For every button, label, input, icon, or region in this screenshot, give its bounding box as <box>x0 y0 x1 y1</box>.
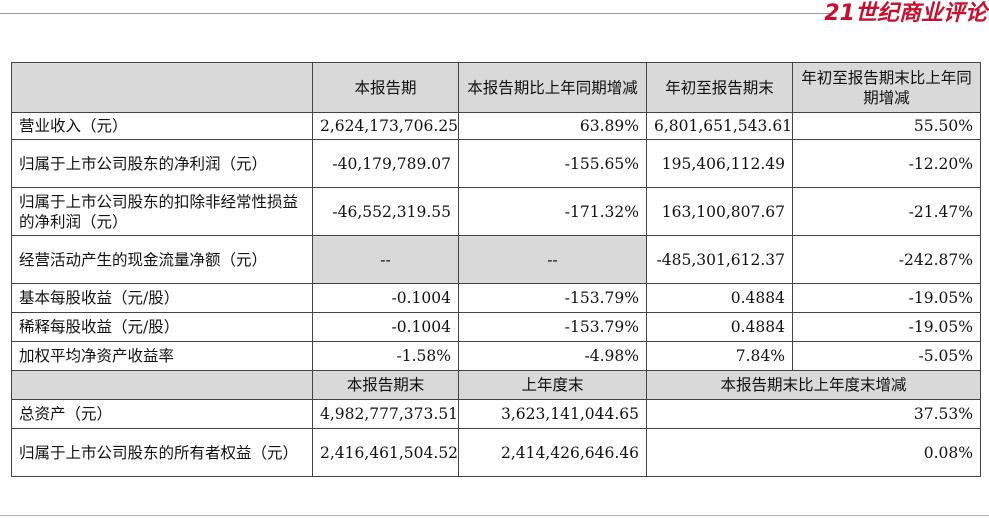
table-cell: -- <box>458 235 647 284</box>
brand-logo: 21世纪商业评论 <box>824 1 987 26</box>
row-label: 经营活动产生的现金流量净额（元） <box>11 235 313 284</box>
table-cell: 2,414,426,646.46 <box>458 428 647 477</box>
column-header: 本报告期 <box>312 62 459 113</box>
table-cell: 37.53% <box>646 399 981 429</box>
table-cell: -485,301,612.37 <box>646 235 793 284</box>
row-label: 总资产（元） <box>11 399 313 429</box>
table-cell: -21.47% <box>792 187 981 236</box>
table-row: 归属于上市公司股东的所有者权益（元） 2,416,461,504.52 2,41… <box>11 428 981 477</box>
column-header: 年初至报告期末 <box>646 62 793 113</box>
table-row: 总资产（元） 4,982,777,373.51 3,623,141,044.65… <box>11 399 981 429</box>
table-cell: -153.79% <box>458 283 647 313</box>
table-cell: 4,982,777,373.51 <box>312 399 459 429</box>
row-label: 归属于上市公司股东的所有者权益（元） <box>11 428 313 477</box>
column-header: 本报告期末比上年度末增减 <box>646 370 981 400</box>
table-cell: -1.58% <box>312 341 459 371</box>
table-row: 营业收入（元） 2,624,173,706.25 63.89% 6,801,65… <box>11 112 981 140</box>
table-cell: -12.20% <box>792 139 981 188</box>
table-cell: 0.08% <box>646 428 981 477</box>
table-cell: 0.4884 <box>646 312 793 342</box>
column-header: 上年度末 <box>458 370 647 400</box>
table-cell: -0.1004 <box>312 312 459 342</box>
table-cell: -155.65% <box>458 139 647 188</box>
table-cell: -5.05% <box>792 341 981 371</box>
row-label: 归属于上市公司股东的扣除非经常性损益的净利润（元） <box>11 187 313 236</box>
row-label: 基本每股收益（元/股） <box>11 283 313 313</box>
table-cell: -171.32% <box>458 187 647 236</box>
column-header: 年初至报告期末比上年同期增减 <box>792 62 981 113</box>
table-row: 经营活动产生的现金流量净额（元） -- -- -485,301,612.37 -… <box>11 235 981 284</box>
table-cell: 2,416,461,504.52 <box>312 428 459 477</box>
table-cell: 163,100,807.67 <box>646 187 793 236</box>
row-label: 稀释每股收益（元/股） <box>11 312 313 342</box>
table-cell: -40,179,789.07 <box>312 139 459 188</box>
table-row: 归属于上市公司股东的扣除非经常性损益的净利润（元） -46,552,319.55… <box>11 187 981 236</box>
table-cell: 7.84% <box>646 341 793 371</box>
row-label: 归属于上市公司股东的净利润（元） <box>11 139 313 188</box>
table-row: 归属于上市公司股东的净利润（元） -40,179,789.07 -155.65%… <box>11 139 981 188</box>
table-cell: -46,552,319.55 <box>312 187 459 236</box>
table-cell: 55.50% <box>792 112 981 140</box>
table-cell: -19.05% <box>792 283 981 313</box>
table-cell: 6,801,651,543.61 <box>646 112 793 140</box>
table-cell: 63.89% <box>458 112 647 140</box>
header-rule <box>0 13 832 14</box>
table-row: 稀释每股收益（元/股） -0.1004 -153.79% 0.4884 -19.… <box>11 312 981 342</box>
table-cell: -0.1004 <box>312 283 459 313</box>
row-label: 加权平均净资产收益率 <box>11 341 313 371</box>
financial-data-table: 本报告期 本报告期比上年同期增减 年初至报告期末 年初至报告期末比上年同期增减 … <box>11 62 981 477</box>
table-cell: -153.79% <box>458 312 647 342</box>
table-header-row: 本报告期 本报告期比上年同期增减 年初至报告期末 年初至报告期末比上年同期增减 <box>11 62 981 113</box>
table-cell: -4.98% <box>458 341 647 371</box>
table-cell: 3,623,141,044.65 <box>458 399 647 429</box>
row-label: 营业收入（元） <box>11 112 313 140</box>
table-cell: 2,624,173,706.25 <box>312 112 459 140</box>
table-subheader-row: 本报告期末 上年度末 本报告期末比上年度末增减 <box>11 370 981 400</box>
table-cell: -- <box>312 235 459 284</box>
column-header: 本报告期比上年同期增减 <box>458 62 647 113</box>
subheader-corner-cell <box>11 370 313 400</box>
table-cell: -19.05% <box>792 312 981 342</box>
table-row: 加权平均净资产收益率 -1.58% -4.98% 7.84% -5.05% <box>11 341 981 371</box>
table-row: 基本每股收益（元/股） -0.1004 -153.79% 0.4884 -19.… <box>11 283 981 313</box>
footer-rule <box>0 515 989 516</box>
table-cell: -242.87% <box>792 235 981 284</box>
table-cell: 195,406,112.49 <box>646 139 793 188</box>
header-corner-cell <box>11 62 313 113</box>
table-cell: 0.4884 <box>646 283 793 313</box>
column-header: 本报告期末 <box>312 370 459 400</box>
